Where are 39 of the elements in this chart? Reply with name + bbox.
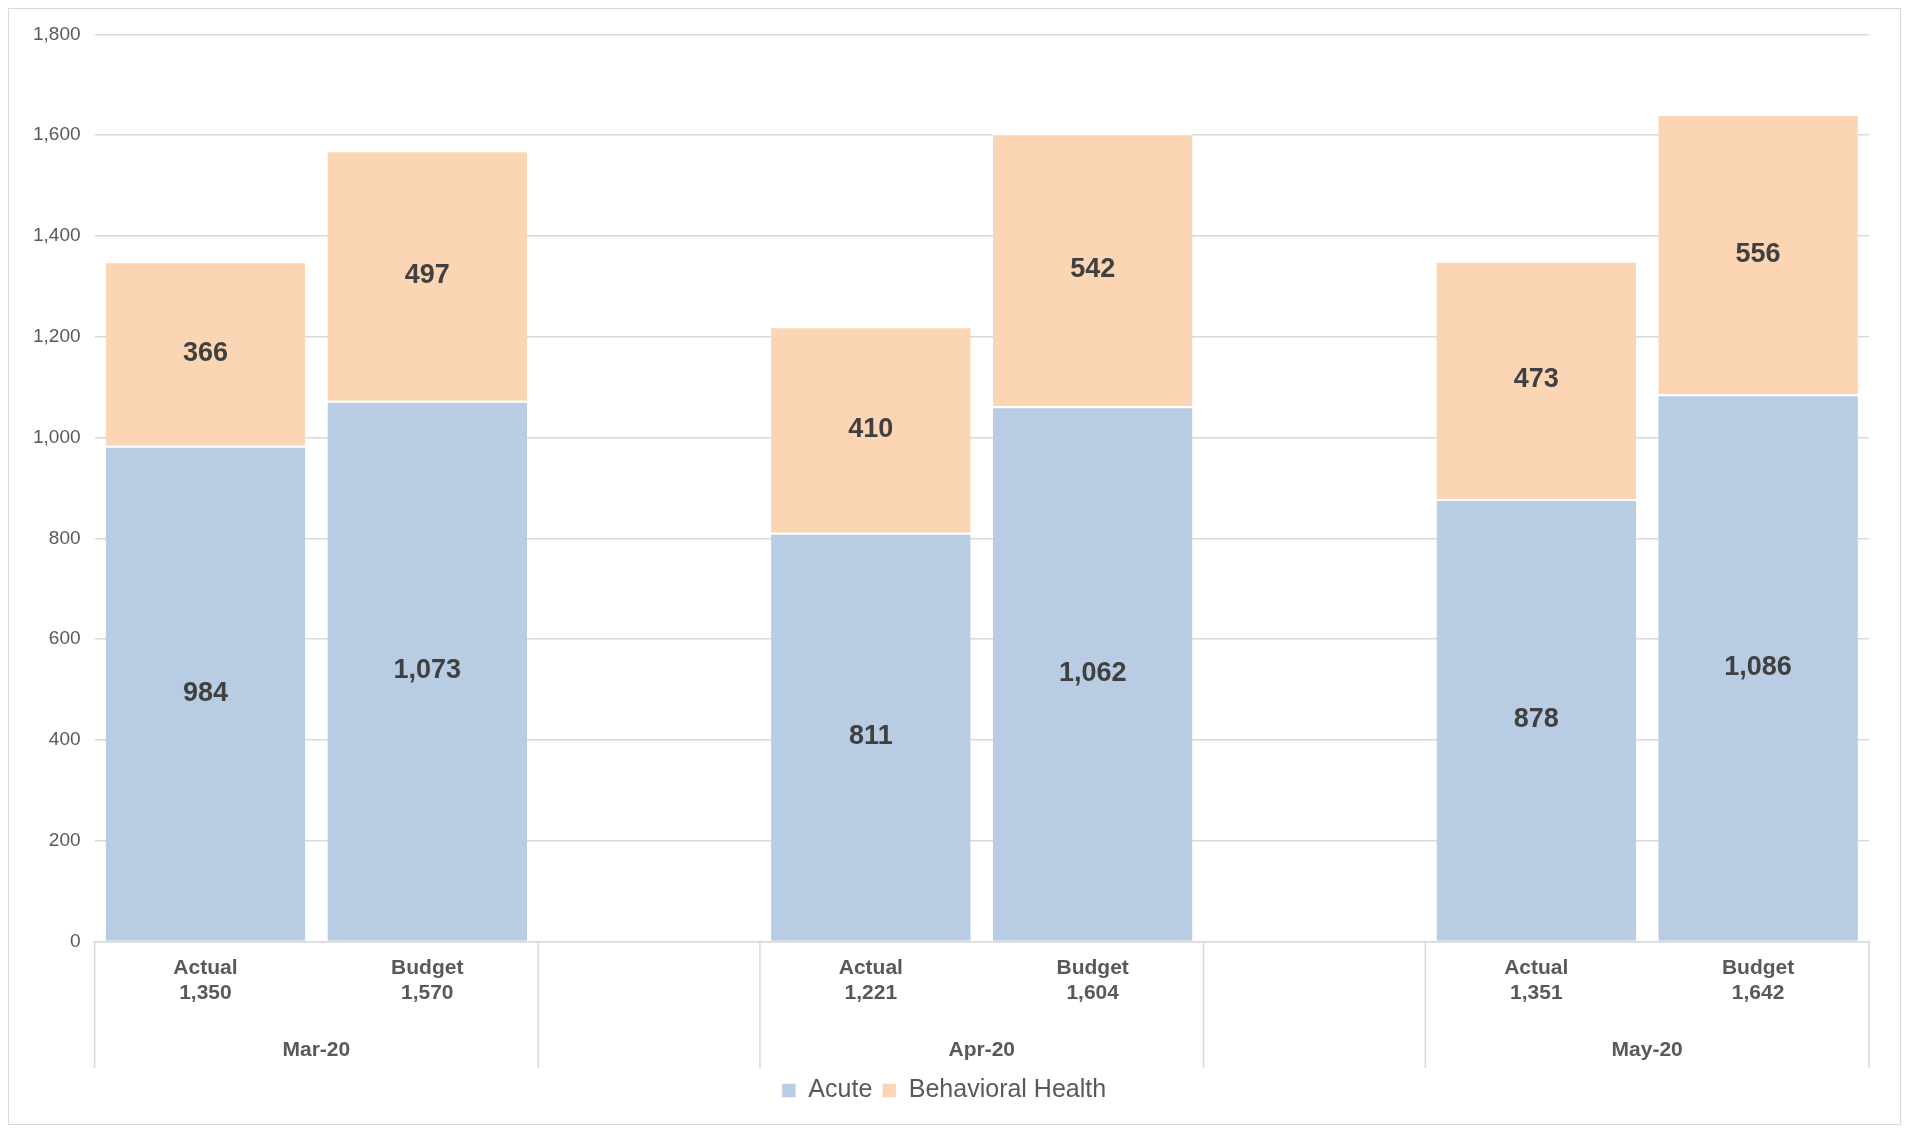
x-tick-label: Budget <box>1721 955 1795 978</box>
data-label: 410 <box>848 412 894 443</box>
legend-label: Behavioral Health <box>908 1074 1107 1103</box>
total-label: 1,351 <box>1510 980 1563 1004</box>
data-label: 366 <box>182 336 228 367</box>
data-label: 473 <box>1513 363 1559 394</box>
x-tick-label: Actual <box>1504 955 1569 978</box>
total-label: 1,350 <box>179 980 232 1004</box>
data-label: 1,062 <box>1058 657 1127 688</box>
x-tick-label: Budget <box>1056 955 1129 978</box>
total-label: 1,221 <box>844 980 898 1004</box>
data-label: 811 <box>849 720 893 751</box>
y-tick-label: 200 <box>48 829 81 851</box>
y-tick-label: 400 <box>48 728 81 750</box>
y-tick-label: 0 <box>69 929 81 951</box>
data-label: 1,073 <box>393 654 462 685</box>
y-tick-label: 1,000 <box>33 425 81 447</box>
x-tick-label: Actual <box>838 955 903 978</box>
text: Mar-20 <box>282 1036 351 1060</box>
y-tick-label: 1,400 <box>33 224 81 246</box>
y-tick-label: 1,200 <box>33 325 81 347</box>
y-tick-label: 600 <box>48 627 81 649</box>
text: May-20 <box>1611 1036 1683 1060</box>
data-label: 542 <box>1070 253 1116 284</box>
data-label: 878 <box>1513 703 1559 734</box>
total-label: 1,570 <box>400 980 454 1004</box>
x-tick-label: Actual <box>173 955 238 978</box>
total-label: 1,604 <box>1066 980 1120 1004</box>
data-label: 497 <box>404 259 450 290</box>
y-tick-label: 1,800 <box>33 22 81 44</box>
text: Apr-20 <box>948 1036 1016 1060</box>
data-label: 1,086 <box>1724 651 1792 682</box>
y-tick-label: 1,600 <box>33 123 81 145</box>
total-label: 1,642 <box>1731 980 1785 1004</box>
legend-label: Acute <box>808 1074 873 1103</box>
data-label: 984 <box>182 676 228 707</box>
data-label: 556 <box>1735 237 1781 268</box>
x-tick-label: Budget <box>391 955 464 978</box>
y-tick-label: 800 <box>48 526 81 548</box>
